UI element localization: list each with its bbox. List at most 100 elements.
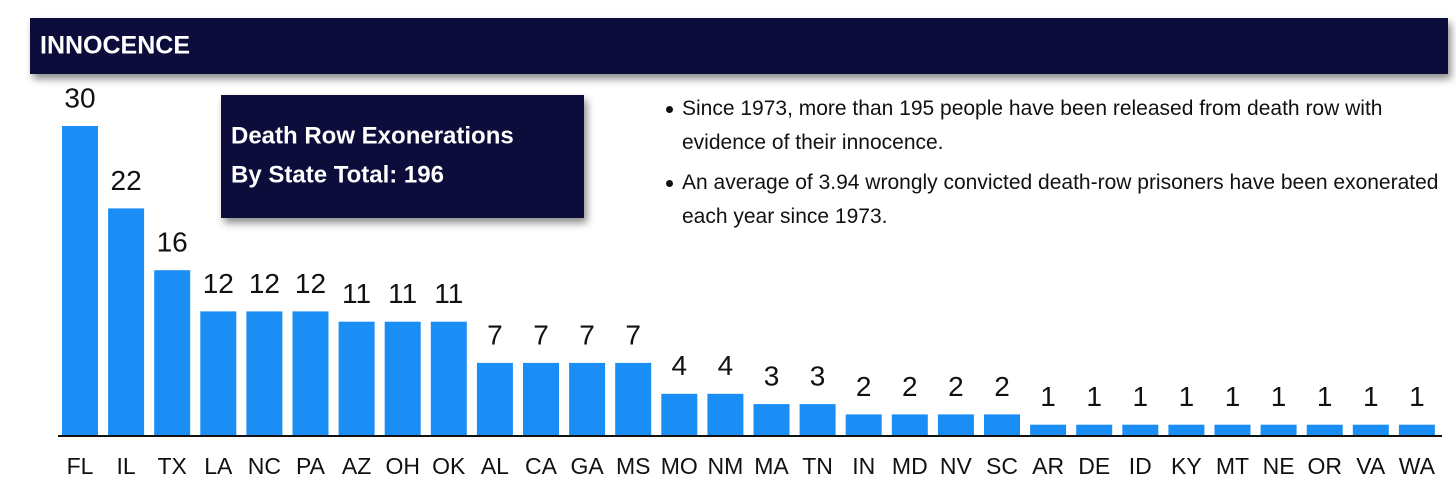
x-tick-label: CA — [525, 453, 558, 479]
value-label: 1 — [1133, 381, 1149, 412]
x-tick-label: AZ — [342, 453, 371, 479]
bar — [937, 414, 974, 435]
x-tick-label: NV — [940, 453, 973, 479]
bar — [1398, 424, 1435, 435]
value-label: 7 — [533, 319, 549, 350]
header-banner — [30, 18, 1448, 74]
x-tick-label: FL — [67, 453, 94, 479]
value-label: 12 — [203, 268, 234, 299]
bar — [799, 404, 836, 435]
bar — [1168, 424, 1205, 435]
bar — [615, 362, 652, 435]
value-label: 1 — [1271, 381, 1287, 412]
x-tick-label: OK — [432, 453, 466, 479]
value-label: 2 — [948, 371, 964, 402]
x-tick-label: TN — [802, 453, 833, 479]
notes: Since 1973, more than 195 people have be… — [660, 92, 1456, 240]
x-tick-label: IL — [117, 453, 136, 479]
value-label: 11 — [434, 278, 463, 309]
x-tick-label: NE — [1263, 453, 1295, 479]
value-label: 3 — [810, 360, 826, 391]
note: Since 1973, more than 195 people have be… — [666, 92, 1456, 160]
x-tick-label: AR — [1032, 453, 1064, 479]
bar — [523, 362, 559, 435]
x-tick-label: TX — [158, 453, 187, 479]
annotation-line: Death Row Exonerations — [231, 122, 514, 149]
bar — [569, 362, 606, 435]
bar — [891, 414, 928, 435]
bar — [292, 311, 329, 435]
x-tick-label: MT — [1216, 453, 1249, 479]
value-label: 7 — [579, 319, 595, 350]
x-tick-label: MA — [754, 453, 789, 479]
value-label: 1 — [1040, 381, 1056, 412]
value-label: 2 — [902, 371, 918, 402]
x-tick-label: MD — [892, 453, 928, 479]
bar — [200, 311, 237, 435]
bar — [338, 321, 375, 435]
bar — [1214, 424, 1251, 435]
bar — [1352, 424, 1389, 435]
value-label: 4 — [718, 350, 734, 381]
bar — [430, 321, 467, 435]
bar — [108, 208, 145, 435]
x-tick-label: OR — [1307, 453, 1342, 479]
value-label: 22 — [111, 165, 142, 196]
x-tick-label: SC — [986, 453, 1018, 479]
x-tick-label: MO — [661, 453, 698, 479]
note: An average of 3.94 wrongly convicted dea… — [666, 166, 1456, 234]
bar — [1306, 424, 1343, 435]
value-label: 12 — [295, 268, 326, 299]
bar — [1122, 424, 1159, 435]
bar — [154, 270, 191, 435]
x-tick-label: DE — [1078, 453, 1110, 479]
bar — [845, 414, 882, 435]
x-tick-label: KY — [1171, 453, 1202, 479]
x-tick-label: IN — [852, 453, 875, 479]
x-tick-label: NM — [708, 453, 744, 479]
x-tick-label: GA — [570, 453, 604, 479]
value-label: 2 — [856, 371, 872, 402]
x-tick-label: WA — [1399, 453, 1436, 479]
x-tick-label: NC — [248, 453, 281, 479]
value-label: 16 — [157, 227, 188, 258]
value-label: 12 — [249, 268, 280, 299]
bar — [1260, 424, 1297, 435]
chart-title: INNOCENCE — [40, 32, 190, 60]
bar — [753, 404, 790, 435]
value-label: 11 — [388, 278, 417, 309]
bar — [707, 393, 744, 435]
bar — [1076, 424, 1113, 435]
value-label: 1 — [1179, 381, 1195, 412]
value-label: 1 — [1317, 381, 1333, 412]
bar — [1030, 424, 1067, 435]
bar — [384, 321, 421, 435]
x-tick-label: AL — [481, 453, 509, 479]
annotation-box — [221, 95, 584, 218]
value-label: 7 — [487, 319, 503, 350]
value-label: 1 — [1086, 381, 1102, 412]
value-label: 30 — [64, 82, 95, 113]
value-label: 3 — [764, 360, 780, 391]
annotation-line: By State Total: 196 — [231, 161, 444, 188]
value-label: 7 — [625, 319, 641, 350]
bar — [62, 126, 98, 435]
bar — [476, 362, 513, 435]
value-label: 11 — [342, 278, 371, 309]
x-tick-label: MS — [616, 453, 651, 479]
value-label: 1 — [1409, 381, 1425, 412]
value-label: 2 — [994, 371, 1010, 402]
bar — [984, 414, 1020, 435]
x-tick-label: LA — [204, 453, 233, 479]
x-tick-label: VA — [1356, 453, 1386, 479]
x-tick-label: PA — [296, 453, 326, 479]
value-label: 4 — [672, 350, 688, 381]
x-tick-label: OH — [385, 453, 420, 479]
bar — [246, 311, 283, 435]
value-label: 1 — [1363, 381, 1379, 412]
value-label: 1 — [1225, 381, 1241, 412]
bar — [661, 393, 698, 435]
x-tick-label: ID — [1129, 453, 1152, 479]
